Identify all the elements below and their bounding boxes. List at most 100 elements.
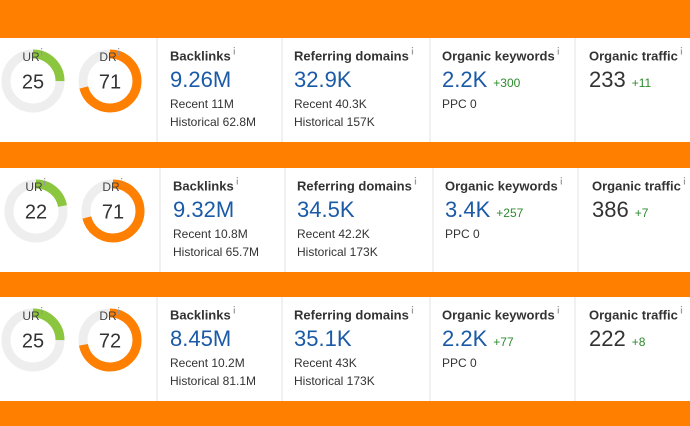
metric-historical: Historical 62.8M: [170, 115, 256, 129]
info-icon: [121, 178, 123, 180]
metric-label: Organic keywords: [445, 178, 558, 193]
metric-ppc: PPC 0: [445, 227, 480, 241]
info-icon: [44, 178, 46, 180]
info-icon: [411, 306, 414, 308]
gauge-label: DR: [99, 309, 117, 323]
metric-value: 34.5K: [297, 197, 355, 222]
info-icon: [414, 179, 417, 185]
metric-change: +11: [632, 76, 652, 90]
metric-label: Backlinks: [170, 307, 231, 322]
info-icon: [118, 48, 120, 50]
info-icon: [411, 308, 414, 314]
metric-label: Referring domains: [297, 178, 412, 193]
info-icon: [118, 307, 120, 309]
metric-label: Organic traffic: [592, 178, 681, 193]
info-icon: [557, 49, 559, 55]
gauge-arc: [78, 308, 142, 372]
info-icon: [233, 47, 235, 49]
metric-label: Organic traffic: [589, 307, 678, 322]
info-icon: [680, 306, 683, 308]
metric-change: +8: [632, 335, 646, 349]
metric-value: 35.1K: [294, 326, 352, 351]
gauge-value: 25: [22, 71, 44, 93]
info-icon: [233, 308, 235, 314]
metric-historical: Historical 173K: [297, 245, 378, 259]
info-icon: [41, 48, 43, 50]
info-icon: [118, 309, 120, 315]
metric-label: Organic keywords: [442, 48, 555, 63]
metric-historical: Historical 157K: [294, 115, 375, 129]
metric-value: 32.9K: [294, 67, 352, 92]
metric-recent: Recent 43K: [294, 356, 357, 370]
metric-recent: Recent 42.2K: [297, 227, 370, 241]
metric-historical: Historical 81.1M: [170, 374, 256, 388]
gauge-arc: [4, 179, 68, 243]
metric-label: Organic traffic: [589, 48, 678, 63]
info-icon: [44, 180, 46, 186]
gauge-value: 22: [25, 201, 47, 223]
info-icon: [236, 179, 238, 185]
gauge-arc: [78, 49, 142, 113]
metric-value: 2.2K: [442, 67, 488, 92]
gauge-arc: [81, 179, 145, 243]
metric-value: 9.32M: [173, 197, 234, 222]
metric-ppc: PPC 0: [442, 97, 477, 111]
metric-recent: Recent 11M: [170, 97, 234, 111]
metric-historical: Historical 65.7M: [173, 245, 259, 259]
gauge-label: UR: [22, 309, 40, 323]
info-icon: [41, 50, 43, 56]
metric-value: 222: [589, 326, 626, 351]
info-icon: [411, 47, 414, 49]
info-icon: [680, 47, 683, 49]
info-icon: [680, 308, 683, 314]
gauge-value: 72: [99, 330, 121, 352]
metric-recent: Recent 10.2M: [170, 356, 245, 370]
metric-label: Backlinks: [170, 48, 231, 63]
metric-historical: Historical 173K: [294, 374, 375, 388]
metric-change: +7: [635, 206, 649, 220]
info-icon: [414, 177, 417, 179]
info-icon: [680, 49, 683, 55]
gauge-value: 71: [102, 201, 124, 223]
metric-ppc: PPC 0: [442, 356, 477, 370]
info-icon: [557, 306, 559, 308]
metric-recent: Recent 40.3K: [294, 97, 367, 111]
metric-recent: Recent 10.8M: [173, 227, 248, 241]
info-icon: [557, 47, 559, 49]
info-icon: [233, 49, 235, 55]
gauge-label: UR: [25, 180, 43, 194]
metric-label: Referring domains: [294, 48, 409, 63]
metric-value: 386: [592, 197, 629, 222]
gauge-value: 71: [99, 71, 121, 93]
metric-label: Referring domains: [294, 307, 409, 322]
info-icon: [683, 177, 686, 179]
metric-value: 3.4K: [445, 197, 491, 222]
metric-label: Backlinks: [173, 178, 234, 193]
info-icon: [41, 307, 43, 309]
metric-change: +300: [493, 76, 520, 90]
gauge-arc: [1, 308, 65, 372]
gauge-value: 25: [22, 330, 44, 352]
metric-value: 8.45M: [170, 326, 231, 351]
info-icon: [236, 177, 238, 179]
info-icon: [411, 49, 414, 55]
info-icon: [121, 180, 123, 186]
metric-value: 9.26M: [170, 67, 231, 92]
gauge-label: DR: [99, 50, 117, 64]
metric-change: +77: [493, 335, 514, 349]
info-icon: [560, 179, 562, 185]
metric-change: +257: [496, 206, 523, 220]
gauge-label: UR: [22, 50, 40, 64]
gauge-arc: [1, 49, 65, 113]
info-icon: [233, 306, 235, 308]
metric-value: 233: [589, 67, 626, 92]
info-icon: [557, 308, 559, 314]
info-icon: [41, 309, 43, 315]
metric-label: Organic keywords: [442, 307, 555, 322]
info-icon: [560, 177, 562, 179]
gauge-label: DR: [102, 180, 120, 194]
info-icon: [683, 179, 686, 185]
info-icon: [118, 50, 120, 56]
